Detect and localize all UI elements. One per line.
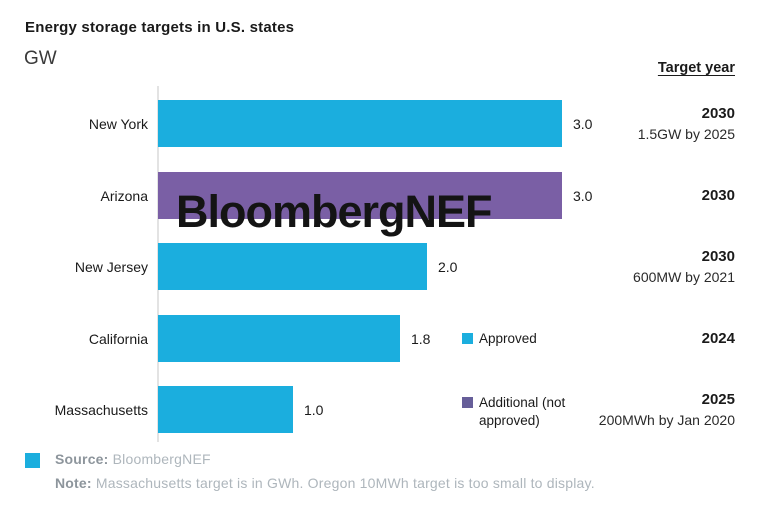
target-year-cell: 2025 200MWh by Jan 2020 bbox=[599, 390, 735, 430]
target-year-column-header: Target year bbox=[657, 60, 735, 76]
target-year-value: 2024 bbox=[701, 329, 735, 347]
target-year-value: 2030 bbox=[701, 104, 735, 122]
target-year-cell: 2030 600MW by 2021 bbox=[633, 247, 735, 287]
source-line: Source: BloombergNEF bbox=[55, 451, 211, 467]
legend-swatch-icon bbox=[462, 397, 473, 408]
axis-unit-label: GW bbox=[24, 48, 57, 69]
target-year-cell: 2030 1.5GW by 2025 bbox=[638, 104, 735, 144]
category-label: California bbox=[88, 330, 148, 347]
approved-bar bbox=[158, 100, 562, 147]
target-year-value: 2030 bbox=[701, 247, 735, 265]
note-label: Note: bbox=[55, 475, 92, 491]
legend-label: Approved bbox=[479, 331, 537, 346]
legend-swatch-icon bbox=[462, 333, 473, 344]
target-year-cell: 2030 bbox=[702, 186, 735, 206]
source-bullet-icon bbox=[25, 453, 40, 468]
category-label: Arizona bbox=[100, 187, 148, 204]
target-note: 200MWh by Jan 2020 bbox=[598, 411, 735, 428]
chart-row-new-jersey: New Jersey 2.0 2030 600MW by 2021 bbox=[0, 243, 760, 290]
target-year-cell: 2024 bbox=[702, 329, 735, 349]
target-note: 1.5GW by 2025 bbox=[637, 125, 735, 142]
chart-title: Energy storage targets in U.S. states bbox=[25, 19, 295, 36]
note-value: Massachusetts target is in GWh. Oregon 1… bbox=[95, 475, 595, 491]
bar-value-label: 2.0 bbox=[438, 258, 458, 275]
legend-item-approved: Approved bbox=[462, 330, 537, 348]
chart-row-new-york: New York 3.0 2030 1.5GW by 2025 bbox=[0, 100, 760, 147]
target-note: 600MW by 2021 bbox=[633, 268, 735, 285]
category-label: New Jersey bbox=[74, 258, 148, 275]
legend-item-additional: Additional (not approved) bbox=[462, 394, 565, 430]
bar-value-label: 1.8 bbox=[411, 330, 431, 347]
target-year-value: 2025 bbox=[701, 390, 735, 408]
bar-value-label: 3.0 bbox=[573, 187, 593, 204]
approved-bar bbox=[158, 243, 427, 290]
bar-value-label: 1.0 bbox=[304, 401, 324, 418]
category-label: Massachusetts bbox=[54, 401, 148, 418]
chart-row-california: California 1.8 2024 bbox=[0, 315, 760, 362]
note-line: Note: Massachusetts target is in GWh. Or… bbox=[55, 475, 595, 491]
additional-bar bbox=[158, 172, 562, 219]
bar-value-label: 3.0 bbox=[573, 115, 593, 132]
source-value: BloombergNEF bbox=[112, 451, 211, 467]
category-label: New York bbox=[88, 115, 148, 132]
chart-row-arizona: Arizona 3.0 2030 bbox=[0, 172, 760, 219]
approved-bar bbox=[158, 315, 400, 362]
bloombergnef-watermark: BloombergNEF bbox=[176, 186, 493, 237]
legend-label: Additional (not approved) bbox=[479, 395, 566, 428]
target-year-value: 2030 bbox=[701, 186, 735, 204]
chart-row-massachusetts: Massachusetts 1.0 2025 200MWh by Jan 2020 bbox=[0, 386, 760, 433]
approved-bar bbox=[158, 386, 293, 433]
source-label: Source: bbox=[55, 451, 109, 467]
